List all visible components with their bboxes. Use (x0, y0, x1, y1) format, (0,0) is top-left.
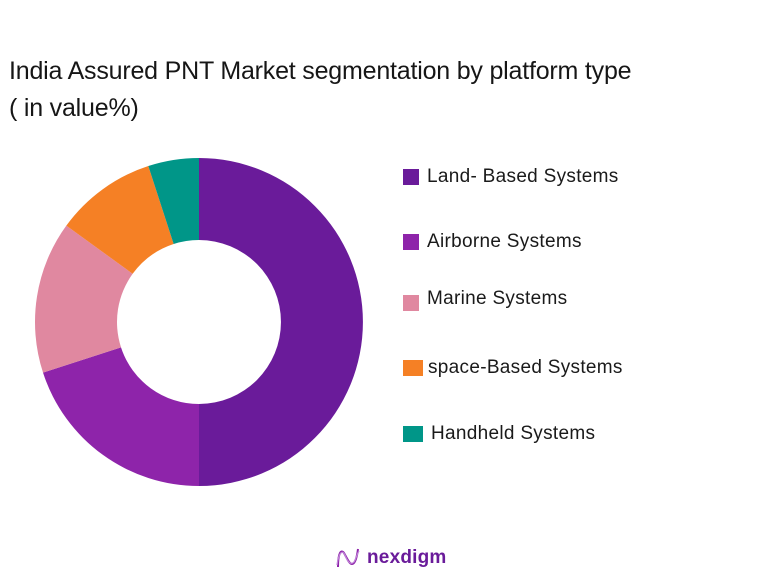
legend-swatch (403, 234, 419, 250)
donut-segment-handheld-systems (148, 158, 199, 245)
brand-logo: nexdigm (335, 545, 447, 571)
legend-label: Airborne Systems (427, 231, 582, 252)
legend-label: Land- Based Systems (427, 166, 619, 187)
legend-swatch (403, 360, 423, 376)
donut-segment-space-based-systems (66, 166, 174, 274)
legend-swatch (403, 295, 419, 311)
donut-segment-airborne-systems (43, 347, 199, 486)
legend-item-marine: Marine Systems (403, 287, 567, 311)
nexdigm-wave-icon (336, 548, 360, 568)
legend-item-handheld: Handheld Systems (403, 423, 595, 445)
legend-label: Handheld Systems (431, 423, 596, 444)
chart-title-line-2: ( in value%) (9, 94, 139, 122)
legend-swatch (403, 169, 419, 185)
legend-label: space-Based Systems (428, 357, 623, 378)
legend-item-land-based: Land- Based Systems (403, 166, 619, 188)
legend-item-space-based: space-Based Systems (403, 357, 623, 379)
chart-title: India Assured PNT Market segmentation by… (9, 53, 773, 127)
donut-segment-marine-systems (35, 225, 133, 373)
brand-name: nexdigm (367, 547, 447, 568)
donut-segment-land-based-systems (199, 158, 363, 486)
legend-swatch (403, 426, 423, 442)
legend-label: Marine Systems (427, 288, 568, 309)
legend-item-airborne: Airborne Systems (403, 231, 582, 253)
chart-title-line-1: India Assured PNT Market segmentation by… (9, 57, 632, 85)
